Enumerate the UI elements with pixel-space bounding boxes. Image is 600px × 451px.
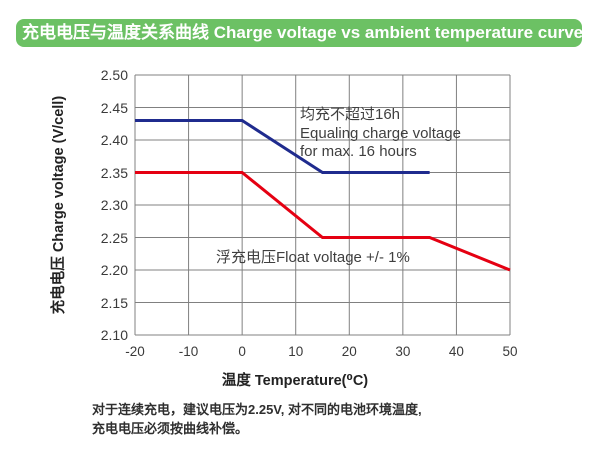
footer-note: 对于连续充电，建议电压为2.25V, 对不同的电池环境温度, 充电电压必须按曲线… [92, 400, 422, 438]
x-tick-label: 30 [395, 344, 411, 359]
footer-line: 对于连续充电，建议电压为2.25V, 对不同的电池环境温度, [92, 402, 422, 417]
y-tick-label: 2.25 [100, 229, 128, 246]
float-curve [135, 171, 511, 272]
equalize-curve [135, 119, 430, 174]
footer-line: 充电电压必须按曲线补偿。 [92, 421, 249, 436]
y-tick-label: 2.10 [100, 327, 128, 343]
y-tick-label: 2.15 [100, 294, 128, 311]
x-tick-label: 50 [502, 344, 518, 359]
y-tick-label: 2.45 [100, 99, 128, 116]
y-axis-title: 充电电压 Charge voltage (V/cell) [51, 95, 67, 315]
x-tick-label: 10 [288, 344, 304, 359]
y-tick-label: 2.30 [100, 197, 128, 213]
x-tick-label: 20 [341, 344, 357, 359]
page-title: 充电电压与温度关系曲线 Charge voltage vs ambient te… [16, 19, 583, 47]
annotation-line: Equaling charge voltage [300, 124, 461, 142]
float-annotation: 浮充电压Float voltage +/- 1% [216, 249, 410, 266]
x-tick-label: -20 [125, 344, 145, 359]
y-tick-label: 2.50 [100, 67, 128, 83]
equalize-annotation: 均充不超过16h Equaling charge voltage for max… [300, 106, 461, 162]
x-tick-label: 40 [448, 344, 464, 359]
annotation-line: 均充不超过16h [300, 106, 401, 123]
y-tick-label: 2.40 [100, 132, 128, 148]
y-tick-label: 2.35 [100, 164, 128, 181]
y-tick-label: 2.20 [100, 262, 128, 278]
annotation-line: for max. 16 hours [300, 143, 417, 160]
x-axis-title: 温度 Temperature(⁰C) [221, 373, 369, 389]
x-tick-label: -10 [178, 344, 199, 359]
x-tick-label: 0 [238, 344, 246, 359]
